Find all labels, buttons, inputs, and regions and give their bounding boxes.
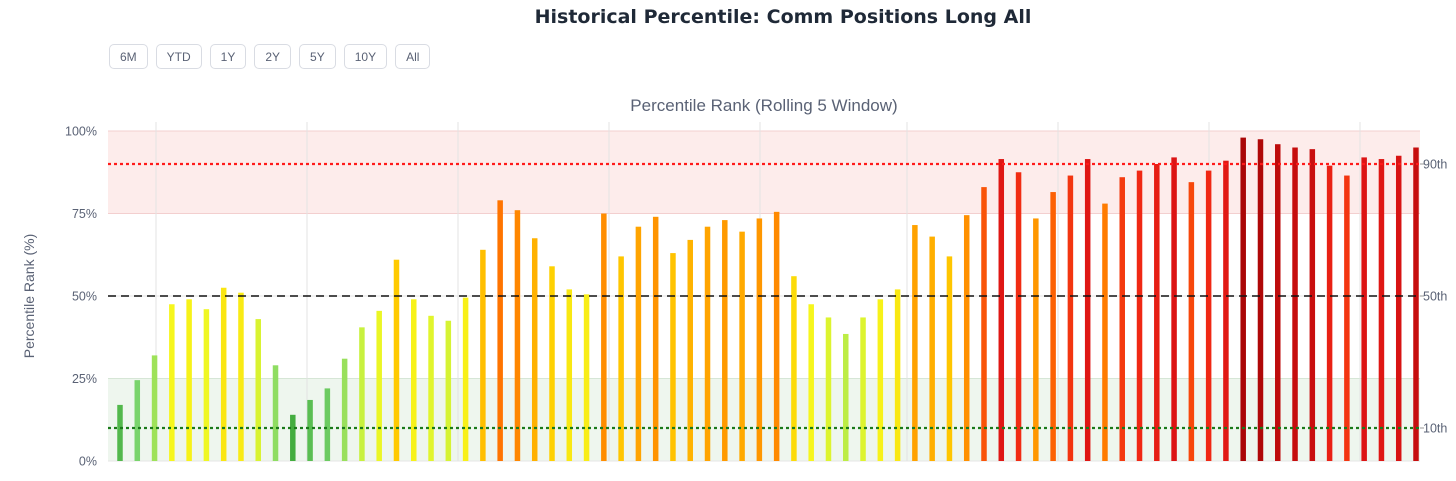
bar [428, 315, 434, 461]
bar [1257, 139, 1264, 461]
bar [687, 239, 693, 461]
bar [549, 266, 555, 461]
range-button-5y[interactable]: 5Y [299, 44, 336, 69]
bar [255, 319, 261, 461]
bar [843, 333, 849, 461]
y-tick-label: 50% [72, 290, 97, 304]
bar [929, 236, 935, 461]
bar [411, 299, 417, 461]
bar [670, 253, 676, 461]
bar [1309, 149, 1316, 461]
y-axis-label: Percentile Rank (%) [21, 234, 37, 359]
bar [1050, 192, 1056, 462]
bar [998, 159, 1005, 462]
bar [773, 211, 780, 461]
y-tick-label: 0% [79, 455, 97, 469]
plot-title: Percentile Rank (Rolling 5 Window) [630, 96, 897, 115]
bar [566, 289, 573, 461]
bar [652, 216, 659, 461]
bar [238, 292, 244, 461]
bar [877, 299, 884, 461]
bar [963, 215, 970, 461]
bar [359, 327, 365, 461]
range-button-10y[interactable]: 10Y [343, 44, 388, 69]
bar [722, 220, 728, 461]
bar [1413, 147, 1419, 461]
bar [220, 287, 227, 461]
bar [117, 404, 123, 461]
bar [808, 304, 814, 461]
range-button-6m[interactable]: 6M [109, 44, 148, 69]
range-selector: 6M YTD 1Y 2Y 5Y 10Y All [109, 44, 431, 69]
bar [341, 358, 348, 461]
bar [756, 218, 763, 461]
bar [1136, 170, 1143, 461]
bar [704, 226, 711, 461]
bar [1067, 175, 1074, 462]
bar [307, 399, 313, 461]
bar [134, 380, 141, 461]
bar [1205, 170, 1212, 461]
bar [946, 256, 953, 461]
reference-label-50th: 50th [1423, 290, 1447, 304]
bar [1326, 165, 1333, 461]
bar [376, 310, 382, 461]
high-zone [108, 131, 1420, 214]
reference-label-90th: 90th [1423, 158, 1447, 172]
bar [1102, 203, 1108, 461]
bar [272, 365, 279, 461]
bar [1033, 218, 1039, 461]
bar [445, 320, 452, 461]
bar [1344, 175, 1350, 462]
range-button-1y[interactable]: 1Y [209, 44, 247, 69]
bar [791, 276, 797, 461]
bar [825, 317, 832, 461]
bar [514, 210, 521, 461]
bar [393, 259, 400, 461]
bar [169, 304, 175, 461]
bar [480, 249, 486, 461]
bar [186, 299, 192, 461]
bar [1119, 177, 1125, 461]
range-button-2y[interactable]: 2Y [254, 44, 292, 69]
bar [860, 317, 866, 461]
bar [151, 355, 158, 461]
range-button-ytd[interactable]: YTD [155, 44, 202, 69]
bar [583, 294, 590, 461]
bar [1223, 160, 1229, 461]
bar [1292, 147, 1298, 461]
bar [981, 187, 987, 461]
bar [1378, 159, 1385, 462]
bar [1084, 159, 1091, 462]
y-tick-label: 75% [72, 207, 97, 221]
bar [531, 238, 538, 461]
bar [1015, 172, 1022, 461]
bar [618, 256, 624, 461]
bar [1188, 182, 1195, 461]
bar [912, 225, 918, 461]
bar [1240, 137, 1246, 461]
range-button-all[interactable]: All [395, 44, 431, 69]
bar [1171, 157, 1177, 461]
bar [635, 226, 642, 461]
bar [1154, 164, 1160, 461]
bar [497, 200, 503, 462]
bar [1361, 157, 1367, 461]
bar [290, 414, 296, 461]
bar [1395, 155, 1402, 461]
bar [894, 289, 901, 461]
chart-title: Historical Percentile: Comm Positions Lo… [534, 6, 1032, 28]
y-tick-label: 25% [72, 372, 97, 386]
y-tick-label: 100% [65, 125, 97, 139]
reference-label-10th: 10th [1423, 422, 1447, 436]
bar [601, 213, 607, 461]
bar [1275, 144, 1281, 461]
bar [324, 388, 331, 461]
bar [739, 231, 745, 461]
bar [462, 297, 469, 461]
bar [203, 309, 210, 461]
